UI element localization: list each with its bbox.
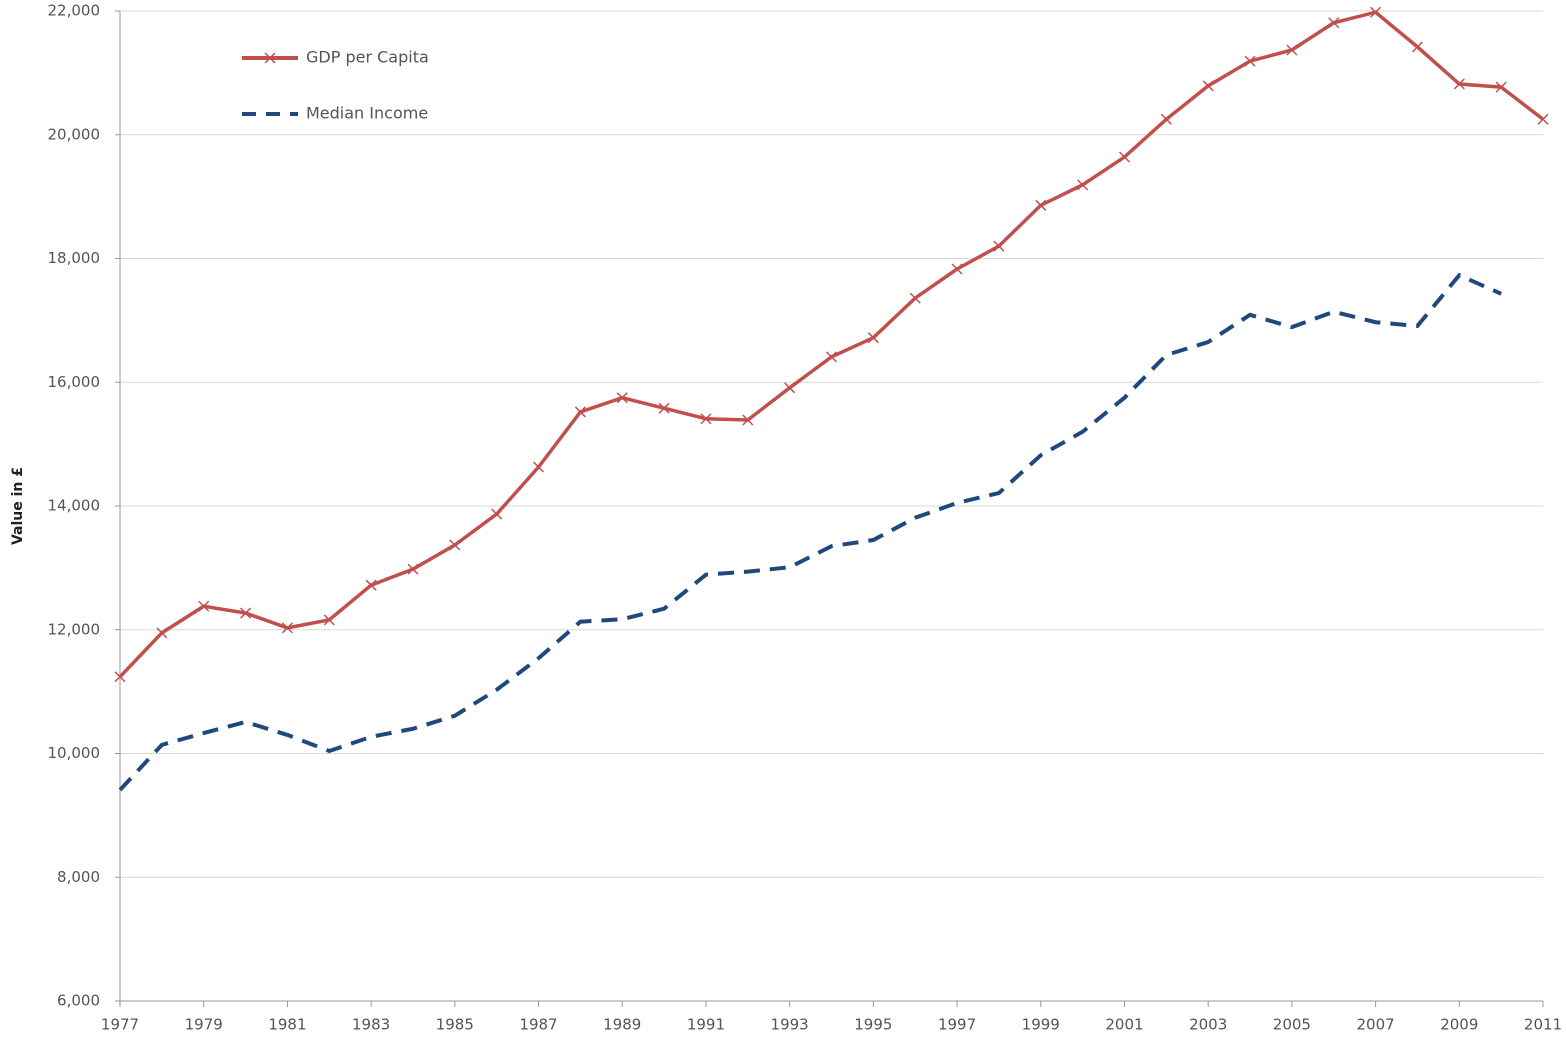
point-marker [156, 627, 168, 639]
point-marker [1286, 44, 1298, 56]
point-marker [407, 563, 419, 575]
y-tick-label: 18,000 [48, 249, 101, 267]
legend-marker [264, 52, 276, 64]
x-tick-label: 1997 [938, 1016, 976, 1034]
x-tick-label: 2001 [1105, 1016, 1143, 1034]
point-marker [658, 402, 670, 414]
x-tick-label: 1987 [519, 1016, 557, 1034]
point-marker [1495, 81, 1507, 93]
point-marker [1160, 113, 1172, 125]
point-marker [1118, 151, 1131, 163]
x-tick-label: 1981 [268, 1016, 306, 1034]
point-marker [1453, 78, 1465, 90]
x-tick-label: 1985 [436, 1016, 474, 1034]
legend-label: GDP per Capita [306, 48, 429, 67]
series-line [118, 272, 1502, 792]
point-marker [198, 600, 210, 612]
point-marker [742, 414, 754, 426]
y-tick-label: 20,000 [48, 125, 101, 143]
point-marker [951, 263, 963, 275]
x-tick-label: 1983 [352, 1016, 390, 1034]
point-marker [114, 671, 126, 683]
y-axis-title: Value in £ [10, 467, 26, 545]
point-marker [532, 461, 545, 473]
x-tick-label: 1993 [771, 1016, 809, 1034]
point-marker [1328, 17, 1340, 29]
point-marker [323, 614, 335, 626]
point-marker [365, 579, 377, 591]
y-tick-label: 22,000 [48, 2, 101, 20]
point-marker [449, 539, 461, 551]
y-tick-label: 16,000 [48, 373, 101, 391]
x-tick-label: 2003 [1189, 1016, 1227, 1034]
x-tick-label: 2005 [1273, 1016, 1311, 1034]
y-tick-label: 8,000 [57, 868, 100, 886]
point-marker [1370, 6, 1382, 18]
x-tick-label: 2009 [1440, 1016, 1478, 1034]
point-marker [1537, 113, 1549, 125]
point-marker [1244, 55, 1256, 67]
point-marker [616, 392, 628, 404]
point-marker [1035, 199, 1047, 211]
x-tick-label: 1991 [687, 1016, 725, 1034]
point-marker [281, 622, 293, 634]
y-tick-label: 14,000 [48, 497, 101, 515]
x-tick-label: 1995 [854, 1016, 892, 1034]
point-marker [993, 240, 1005, 252]
point-marker [240, 607, 252, 619]
point-marker [784, 382, 796, 394]
point-marker [700, 413, 712, 425]
point-marker [909, 292, 921, 304]
x-tick-label: 2007 [1356, 1016, 1394, 1034]
point-marker [1202, 80, 1214, 92]
x-tick-label: 1989 [603, 1016, 641, 1034]
point-marker [1411, 41, 1423, 53]
y-tick-label: 10,000 [48, 744, 101, 762]
legend-label: Median Income [306, 104, 428, 123]
y-tick-label: 6,000 [57, 992, 100, 1010]
x-tick-label: 1999 [1022, 1016, 1060, 1034]
x-tick-label: 1977 [101, 1016, 139, 1034]
point-marker [825, 351, 838, 363]
point-marker [574, 406, 586, 418]
point-marker [491, 508, 503, 520]
x-tick-label: 2011 [1524, 1016, 1562, 1034]
y-tick-label: 12,000 [48, 620, 101, 638]
point-marker [1077, 179, 1089, 191]
x-tick-label: 1979 [185, 1016, 223, 1034]
point-marker [867, 332, 879, 344]
